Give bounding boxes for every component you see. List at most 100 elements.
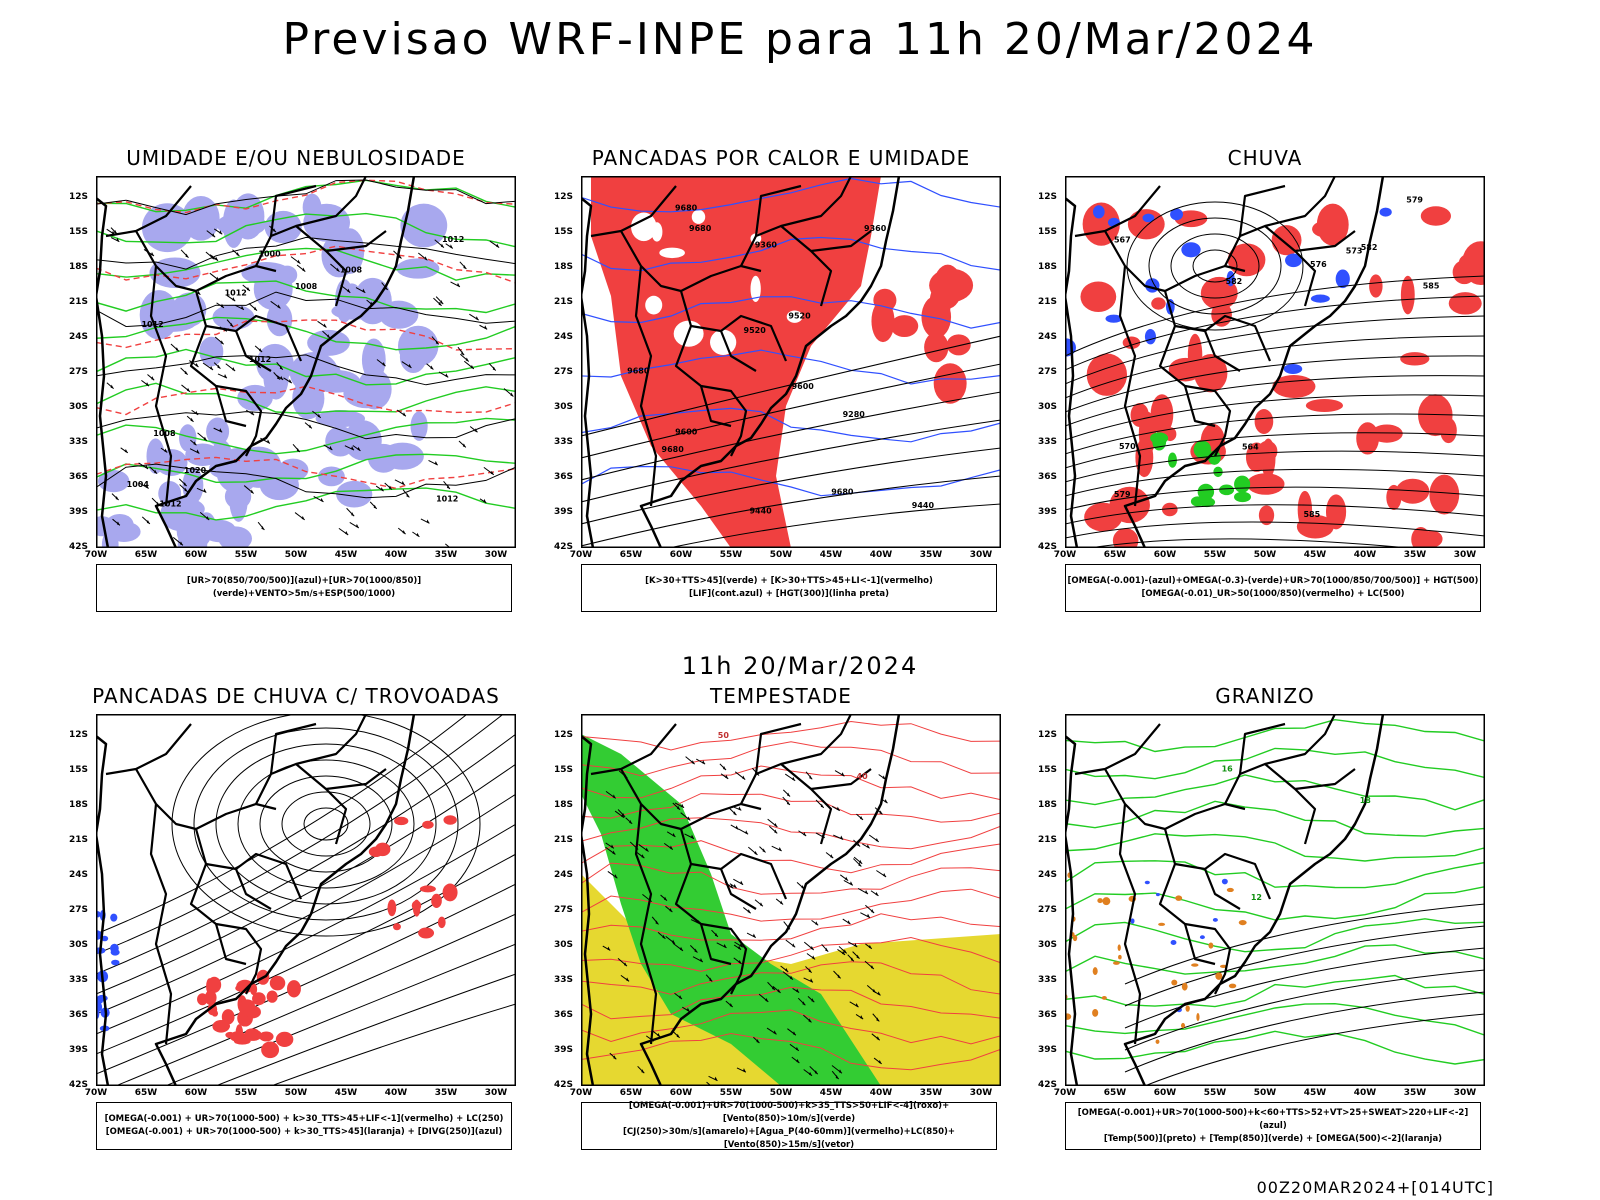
green-contour <box>96 214 516 247</box>
state-border <box>701 924 731 964</box>
humidity-shade <box>260 470 299 500</box>
lat-tick-label: 27S <box>68 367 88 377</box>
rain-area <box>1083 202 1120 245</box>
lat-tick-label: 21S <box>68 297 88 307</box>
contour-label: 9680 <box>662 445 685 454</box>
state-border <box>636 804 656 1044</box>
contour-label: 9520 <box>788 312 811 321</box>
contour-label: 570 <box>1119 442 1136 451</box>
lon-tick-label: 40W <box>1353 550 1377 560</box>
state-border <box>1185 924 1215 964</box>
wind-vector <box>772 986 775 990</box>
pressure-contour <box>96 237 516 269</box>
contour-label: 16 <box>1222 765 1234 774</box>
map-background <box>1065 714 1485 1086</box>
state-border <box>676 291 746 456</box>
wind-arrow <box>195 363 198 367</box>
lat-tick-label: 33S <box>1037 975 1057 985</box>
state-border <box>756 724 801 774</box>
wind-arrow <box>450 244 453 248</box>
lat-tick-label: 21S <box>553 835 573 845</box>
wind-vector <box>738 806 741 810</box>
wind-vector <box>641 854 644 858</box>
lat-tick-label: 39S <box>553 1045 573 1055</box>
lat-tick-label: 30S <box>1037 402 1057 412</box>
temp850-contour <box>1065 945 1485 974</box>
rain-area <box>1401 276 1415 315</box>
lon-tick-label: 30W <box>969 1088 993 1098</box>
wind-vector <box>611 844 614 848</box>
lon-tick-label: 40W <box>869 1088 893 1098</box>
rain-area <box>1258 441 1278 462</box>
wind-vector <box>867 844 870 848</box>
omega500-area <box>1229 984 1236 989</box>
contour-label: 9680 <box>831 488 854 497</box>
lat-tick-label: 24S <box>553 870 573 880</box>
wind-arrow <box>440 300 443 304</box>
state-border <box>721 869 756 909</box>
wind-vector <box>763 848 766 852</box>
hgt300-contour <box>581 364 1001 458</box>
state-border <box>781 226 831 306</box>
omega-area <box>1142 214 1154 223</box>
wind-arrow <box>297 448 300 452</box>
lon-tick-label: 45W <box>819 1088 843 1098</box>
contour-label: 12 <box>1251 893 1262 902</box>
state-border <box>256 714 366 804</box>
omega500-area <box>1239 920 1247 925</box>
lon-tick-label: 50W <box>769 1088 793 1098</box>
red-dashed-contour <box>96 386 516 414</box>
lat-tick-label: 21S <box>1037 297 1057 307</box>
wind-vector <box>878 991 881 995</box>
lat-tick-label: 30S <box>553 402 573 412</box>
lat-tick-label: 15S <box>553 765 573 775</box>
green-contour <box>96 418 516 453</box>
wind-arrow <box>297 260 300 264</box>
lat-tick-label: 15S <box>1037 765 1057 775</box>
wind-vector <box>612 850 615 854</box>
wind-vector <box>796 1047 799 1051</box>
coastline <box>581 714 899 1086</box>
lat-tick-label: 27S <box>68 905 88 915</box>
lif-contour <box>581 238 1001 271</box>
hail-area <box>1200 935 1205 939</box>
lat-tick-label: 27S <box>553 905 573 915</box>
contour-label: 50 <box>718 731 730 740</box>
legend-line: [OMEGA(-0.001) + UR>70(1000-500) + k>30_… <box>104 1114 504 1124</box>
wind-vector <box>845 877 848 881</box>
green-contour <box>96 281 516 312</box>
wind-arrow <box>146 484 149 488</box>
omega500-area <box>1220 965 1227 968</box>
wind-arrow <box>357 447 360 451</box>
lat-tick-label: 15S <box>68 765 88 775</box>
lat-tick-label: 12S <box>68 192 88 202</box>
contour-label: 1012 <box>225 289 247 298</box>
wind-arrow <box>323 323 326 327</box>
wind-arrow <box>337 268 340 272</box>
thunder-area <box>267 990 278 1002</box>
state-border <box>636 266 656 506</box>
wind-vector <box>730 1003 733 1007</box>
rain-area <box>1247 473 1285 495</box>
wind-vector <box>842 951 845 955</box>
divg-area <box>96 1002 102 1011</box>
middle-title: 11h 20/Mar/2024 <box>681 652 919 680</box>
footer-timestamp: 00Z20MAR2024+[014UTC] <box>1256 1178 1494 1197</box>
state-border <box>236 869 271 909</box>
lon-tick-label: 40W <box>384 550 408 560</box>
panel-umidade: UMIDADE E/OU NEBULOSIDADE 1012 1012 1012 101… <box>69 146 516 626</box>
humidity-shade <box>140 290 179 339</box>
wind-vector <box>740 881 743 885</box>
thunder-area <box>438 917 446 929</box>
thunder-area <box>394 817 408 825</box>
wind-vector <box>793 1031 796 1035</box>
wind-vector <box>614 874 617 878</box>
wind-vector <box>810 978 813 982</box>
wind-vector <box>624 962 627 966</box>
temp850-contour <box>1065 720 1485 752</box>
humidity-shade <box>209 458 245 479</box>
wind-vector <box>670 846 673 850</box>
streamline <box>194 728 458 920</box>
hgt500-contour <box>1065 395 1485 440</box>
thunder-area <box>250 983 257 995</box>
